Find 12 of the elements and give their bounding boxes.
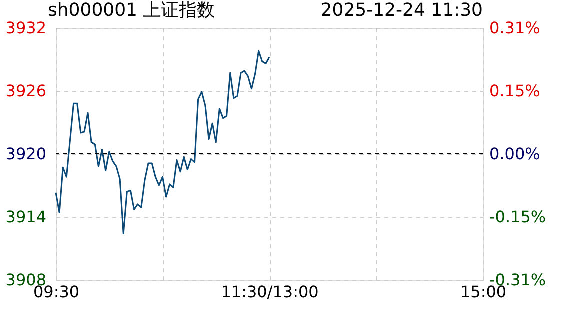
y-tick-label: 3914	[6, 208, 46, 226]
chart-title: sh000001 上证指数	[48, 0, 216, 21]
y2-tick-label: 0.00%	[490, 144, 540, 164]
y-tick-label: 3932	[6, 18, 46, 38]
text: 2025-12-24 11:30	[320, 0, 483, 21]
x-tick-label: 11:30/13:00	[221, 282, 319, 302]
y2-tick-label: 0.15%	[490, 82, 540, 100]
line-series	[55, 50, 270, 235]
y-tick-label: 3926	[6, 82, 46, 100]
y-tick-label: 3920	[6, 144, 46, 164]
y2-tick-label: -0.15%	[490, 208, 546, 226]
y2-tick-label: 0.31%	[490, 18, 540, 38]
